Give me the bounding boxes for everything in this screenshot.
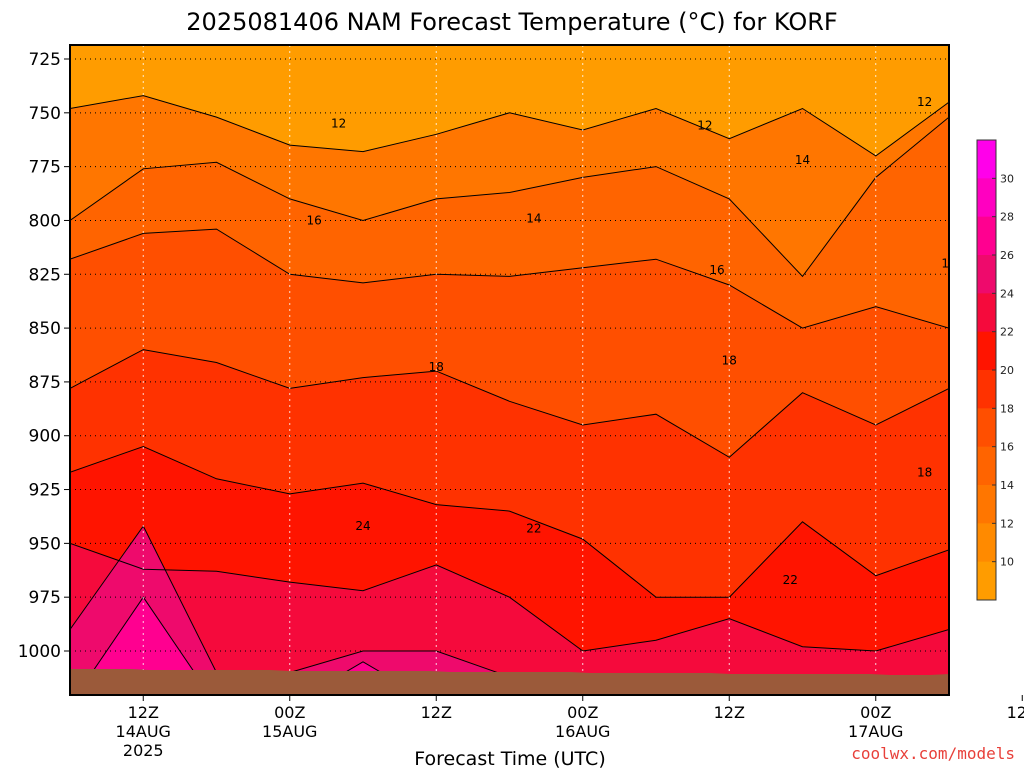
contour-label: 12 [917, 95, 932, 109]
colorbar-label: 14 [1000, 479, 1014, 492]
contour-label: 16 [709, 263, 724, 277]
contour-label: 14 [526, 211, 541, 225]
contour-label: 22 [526, 521, 541, 535]
colorbar-swatch [977, 446, 996, 486]
isotherm-18 [70, 349, 949, 458]
contour-label: 24 [355, 519, 370, 533]
isotherm-22 [70, 542, 949, 652]
colorbar-swatch [977, 140, 996, 179]
x-tick-label: 00Z [567, 703, 598, 722]
x-tick-date: 14AUG [116, 722, 171, 741]
contour-label: 18 [917, 465, 932, 479]
colorbar-label: 18 [1000, 402, 1014, 415]
colorbar-swatch [977, 485, 996, 524]
y-tick-label: 925 [29, 481, 61, 501]
ground-terrain [70, 668, 949, 695]
colorbar-swatch [977, 293, 996, 333]
y-tick-label: 750 [29, 104, 61, 124]
y-tick-label: 825 [29, 265, 61, 285]
isotherm-16 [70, 228, 949, 329]
x-tick-date: 17AUG [848, 722, 903, 741]
y-tick-label: 850 [29, 319, 61, 339]
contour-label: 16 [307, 213, 322, 227]
colorbar-label: 12 [1000, 517, 1014, 530]
y-tick-label: 800 [29, 211, 61, 231]
y-tick-label: 900 [29, 427, 61, 447]
colorbar-label: 28 [1000, 211, 1014, 224]
contour-labels: 1212121214141414161616181818182022222224 [307, 95, 956, 587]
y-tick-label: 775 [29, 158, 61, 178]
colorbar-label: 22 [1000, 326, 1014, 339]
temperature-bands [70, 95, 949, 695]
y-tick-label: 875 [29, 373, 61, 393]
plot-area: 1212121214141414161616181818182022222224 [70, 45, 956, 695]
contour-lines [70, 95, 949, 695]
colorbar-swatch [977, 178, 996, 218]
contour-label: 22 [783, 573, 798, 587]
isotherm-20 [70, 445, 949, 598]
y-tick-label: 950 [29, 534, 61, 554]
x-tick-label: 00Z [274, 703, 305, 722]
y-tick-label: 1000 [18, 642, 61, 662]
x-tick-date: 15AUG [262, 722, 317, 741]
x-tick-date: 16AUG [555, 722, 610, 741]
x-tick-label: 12Z [1007, 703, 1024, 722]
colorbar-swatch [977, 561, 996, 601]
x-tick-label: 12Z [128, 703, 159, 722]
colorbar-label: 20 [1000, 364, 1014, 377]
colorbar-swatch [977, 255, 996, 294]
contour-label: 12 [331, 117, 346, 131]
x-tick-label: 12Z [714, 703, 745, 722]
x-tick-label: 12Z [421, 703, 452, 722]
colorbar-label: 16 [1000, 441, 1014, 454]
contour-label: 14 [941, 257, 956, 271]
credit-text: coolwx.com/models [851, 744, 1015, 763]
y-tick-label: 725 [29, 50, 61, 70]
contour-label: 12 [697, 119, 712, 133]
colorbar-swatch [977, 216, 996, 256]
colorbar-label: 30 [1000, 172, 1014, 185]
y-tick-label: 975 [29, 588, 61, 608]
x-axis-title: Forecast Time (UTC) [414, 748, 605, 768]
y-axis: 725 750 775 800 825 850 875 900 925 950 975 1000 [18, 50, 70, 662]
isotherm-12 [70, 95, 949, 157]
band-24 [70, 526, 558, 695]
colorbar-label: 10 [1000, 556, 1014, 569]
colorbar: 30 28 26 24 22 20 18 16 14 12 10 [976, 139, 1014, 601]
colorbar-swatch [977, 523, 996, 563]
x-tick-label: 00Z [860, 703, 891, 722]
isotherm-14 [70, 116, 949, 278]
contour-label: 14 [795, 153, 810, 167]
colorbar-swatch [977, 331, 996, 371]
plot-frame [69, 44, 950, 696]
colorbar-swatch [977, 408, 996, 448]
gridlines [70, 45, 949, 695]
colorbar-label: 26 [1000, 249, 1014, 262]
contour-label: 18 [722, 353, 737, 367]
colorbar-label: 24 [1000, 287, 1014, 300]
colorbar-swatch [977, 370, 996, 409]
x-tick-year: 2025 [123, 741, 164, 760]
chart-title: 2025081406 NAM Forecast Temperature (°C)… [186, 8, 837, 36]
contour-label: 18 [429, 360, 444, 374]
